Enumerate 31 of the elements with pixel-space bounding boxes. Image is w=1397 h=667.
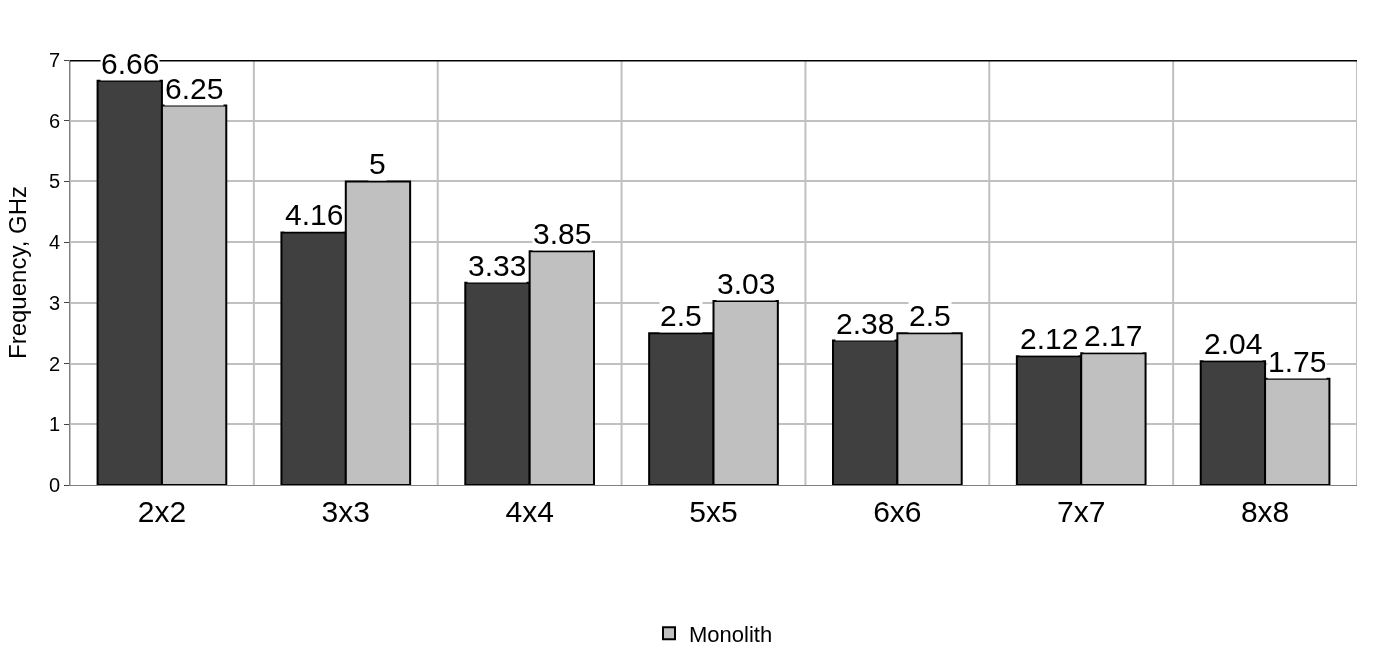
y-tick-label: 4 [48, 231, 60, 254]
data-label: 6.66 [101, 47, 160, 80]
y-tick-label: 3 [48, 291, 60, 314]
data-label: 2.5 [909, 299, 951, 332]
x-tick-label: 3x3 [321, 495, 370, 528]
data-label: 3.85 [533, 217, 592, 250]
data-label: 3.03 [717, 267, 776, 300]
x-tick-label: 2x2 [137, 495, 187, 528]
x-tick-label: 7x7 [1057, 495, 1106, 528]
y-tick-label: 7 [48, 49, 60, 71]
y-axis-title: Frequency, GHz [3, 186, 31, 359]
x-tick-label: 6x6 [873, 495, 922, 528]
x-tick-label: 4x4 [505, 495, 554, 528]
data-label: 3.33 [468, 249, 527, 282]
x-tick-label: 8x8 [1240, 495, 1290, 528]
data-label: 5 [369, 147, 386, 180]
data-label: 6.25 [165, 72, 224, 105]
y-tick-label: 1 [48, 413, 60, 436]
data-label: 2.38 [836, 307, 895, 340]
y-tick-label: 5 [48, 170, 60, 193]
data-label: 2.17 [1084, 319, 1143, 352]
data-label: 2.04 [1204, 327, 1263, 360]
x-tick-label: 5x5 [689, 495, 738, 528]
legend-label: Monolith [689, 621, 773, 647]
y-tick-label: 2 [48, 352, 60, 375]
data-label: 1.75 [1268, 345, 1327, 378]
y-tick-label: 0 [48, 474, 60, 496]
data-label: 2.5 [660, 299, 702, 332]
data-label: 4.16 [285, 198, 344, 231]
y-tick-label: 6 [48, 109, 60, 132]
data-label: 2.12 [1020, 322, 1079, 355]
